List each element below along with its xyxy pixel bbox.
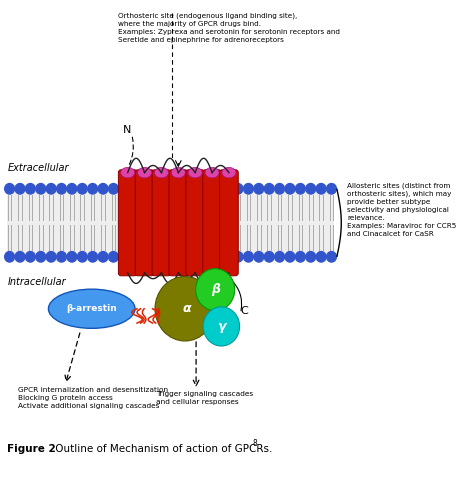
- Circle shape: [295, 183, 305, 194]
- Circle shape: [254, 183, 264, 194]
- Circle shape: [161, 251, 170, 262]
- Circle shape: [119, 251, 129, 262]
- Ellipse shape: [196, 269, 235, 311]
- Circle shape: [275, 183, 284, 194]
- Circle shape: [119, 183, 129, 194]
- Text: Orthosteric site (endogenous ligand binding site),
where the majority of GPCR dr: Orthosteric site (endogenous ligand bind…: [118, 12, 340, 43]
- Circle shape: [15, 183, 25, 194]
- Ellipse shape: [48, 289, 135, 328]
- Ellipse shape: [121, 167, 135, 178]
- Circle shape: [285, 183, 295, 194]
- Circle shape: [109, 183, 118, 194]
- Ellipse shape: [222, 167, 236, 178]
- Circle shape: [316, 183, 326, 194]
- Ellipse shape: [205, 167, 219, 178]
- Circle shape: [202, 183, 212, 194]
- Circle shape: [306, 183, 316, 194]
- Circle shape: [36, 183, 46, 194]
- Ellipse shape: [188, 167, 202, 178]
- FancyBboxPatch shape: [118, 170, 137, 276]
- Text: Figure 2: Figure 2: [8, 444, 56, 454]
- Circle shape: [77, 183, 87, 194]
- Text: α: α: [183, 302, 191, 315]
- Text: Outline of Mechanism of action of GPCRs.: Outline of Mechanism of action of GPCRs.: [52, 444, 272, 454]
- Circle shape: [181, 251, 191, 262]
- Circle shape: [98, 251, 108, 262]
- Circle shape: [264, 251, 274, 262]
- Circle shape: [15, 251, 25, 262]
- Circle shape: [150, 183, 160, 194]
- Circle shape: [327, 183, 337, 194]
- Circle shape: [129, 183, 139, 194]
- Circle shape: [46, 183, 56, 194]
- Circle shape: [316, 251, 326, 262]
- Circle shape: [212, 251, 222, 262]
- Circle shape: [306, 251, 316, 262]
- Text: 8: 8: [252, 439, 257, 448]
- Ellipse shape: [155, 167, 168, 178]
- Circle shape: [295, 251, 305, 262]
- Circle shape: [191, 183, 201, 194]
- Ellipse shape: [171, 167, 185, 178]
- Circle shape: [264, 183, 274, 194]
- Circle shape: [202, 251, 212, 262]
- Text: Intracellular: Intracellular: [8, 277, 66, 287]
- Text: N: N: [123, 125, 131, 135]
- FancyBboxPatch shape: [152, 170, 171, 276]
- Text: C: C: [232, 318, 239, 328]
- FancyBboxPatch shape: [169, 170, 188, 276]
- Circle shape: [129, 251, 139, 262]
- FancyBboxPatch shape: [219, 170, 238, 276]
- Circle shape: [46, 251, 56, 262]
- Text: GPCR internalization and desensitization
Blocking G protein access
Activate addi: GPCR internalization and desensitization…: [18, 387, 169, 409]
- Circle shape: [161, 183, 170, 194]
- Circle shape: [88, 251, 98, 262]
- Text: β-arrestin: β-arrestin: [66, 304, 117, 313]
- FancyBboxPatch shape: [203, 170, 221, 276]
- Circle shape: [223, 183, 233, 194]
- Bar: [8, 184, 334, 261]
- Circle shape: [98, 183, 108, 194]
- Text: β: β: [210, 283, 219, 296]
- Text: Extracellular: Extracellular: [8, 163, 69, 173]
- Circle shape: [5, 183, 15, 194]
- Text: Allosteric sites (distinct from
orthosteric sites), which may
provide better sub: Allosteric sites (distinct from orthoste…: [347, 182, 456, 237]
- Circle shape: [244, 251, 253, 262]
- Circle shape: [26, 251, 35, 262]
- Circle shape: [171, 183, 181, 194]
- Circle shape: [212, 183, 222, 194]
- Circle shape: [244, 183, 253, 194]
- Circle shape: [67, 251, 77, 262]
- Circle shape: [140, 251, 149, 262]
- Text: Trigger signaling cascades
and cellular responses: Trigger signaling cascades and cellular …: [156, 391, 253, 405]
- Circle shape: [36, 251, 46, 262]
- Circle shape: [275, 251, 284, 262]
- Ellipse shape: [137, 167, 152, 178]
- Ellipse shape: [155, 276, 215, 341]
- Circle shape: [171, 251, 181, 262]
- Circle shape: [223, 251, 233, 262]
- Circle shape: [233, 183, 243, 194]
- Circle shape: [67, 183, 77, 194]
- Ellipse shape: [203, 307, 239, 346]
- Circle shape: [285, 251, 295, 262]
- Circle shape: [140, 183, 149, 194]
- Circle shape: [88, 183, 98, 194]
- Circle shape: [77, 251, 87, 262]
- Text: γ: γ: [217, 320, 226, 333]
- Circle shape: [191, 251, 201, 262]
- FancyBboxPatch shape: [135, 170, 154, 276]
- Circle shape: [56, 183, 66, 194]
- Circle shape: [150, 251, 160, 262]
- Circle shape: [26, 183, 35, 194]
- Circle shape: [56, 251, 66, 262]
- Circle shape: [233, 251, 243, 262]
- FancyBboxPatch shape: [186, 170, 204, 276]
- Circle shape: [181, 183, 191, 194]
- Circle shape: [5, 251, 15, 262]
- Circle shape: [109, 251, 118, 262]
- Text: C: C: [240, 306, 248, 316]
- Circle shape: [254, 251, 264, 262]
- Circle shape: [327, 251, 337, 262]
